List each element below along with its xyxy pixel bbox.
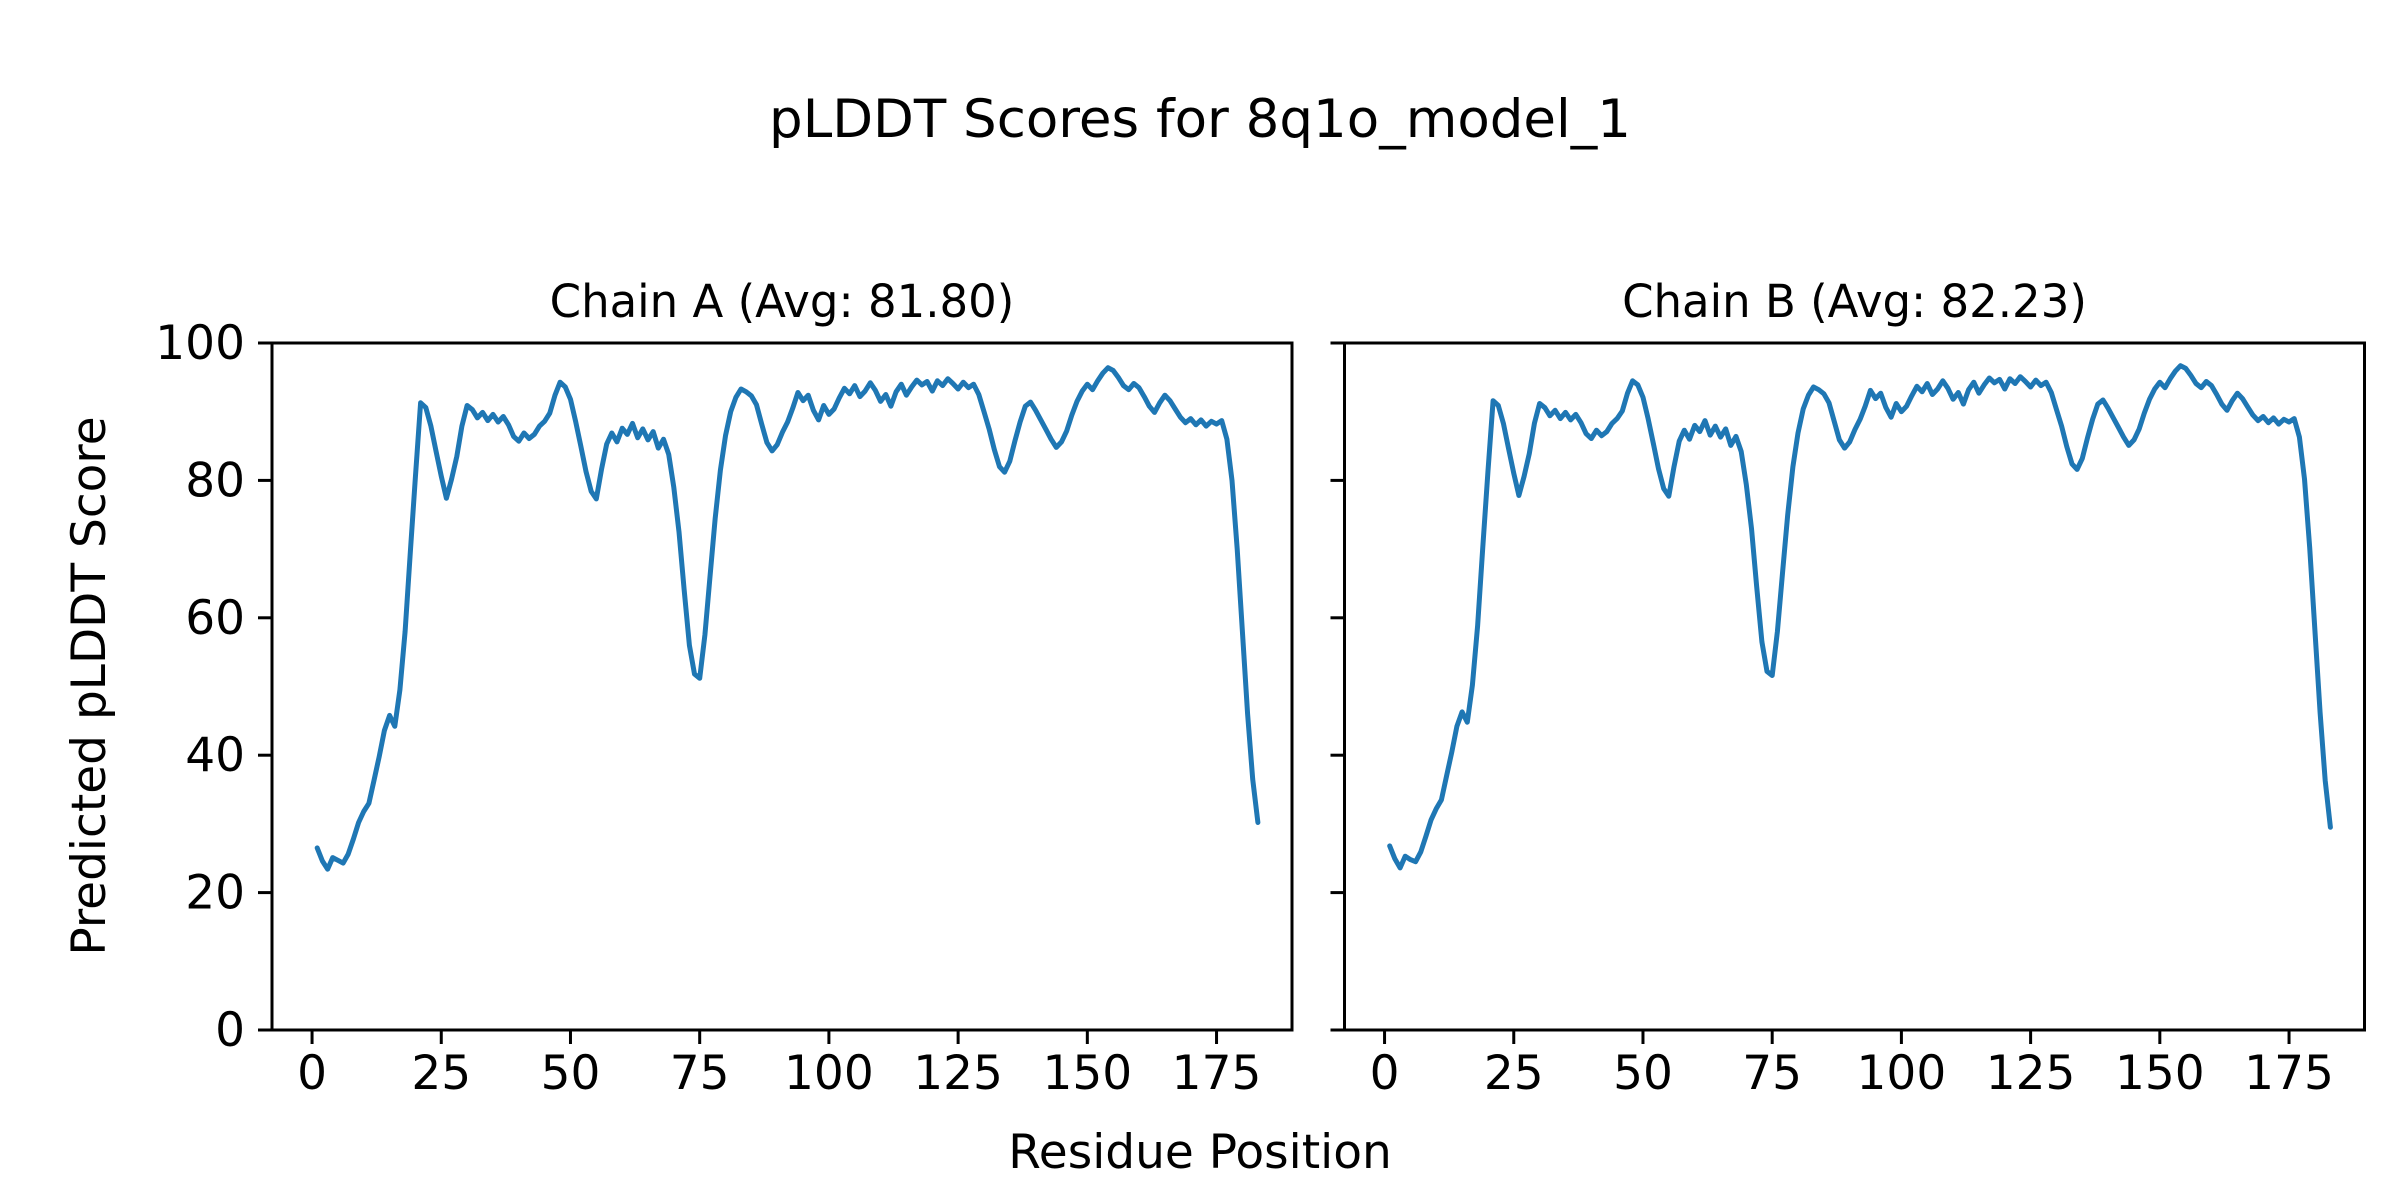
chain-a-x-tick-label: 150 [1042,1046,1132,1101]
chain-b-x-tick-label: 125 [1986,1046,2076,1101]
chain-b-subplot: Chain B (Avg: 82.23) 0 25 50 75 100 125 150 175 [1330,275,2366,1101]
chain-b-x-tick-label: 50 [1613,1046,1673,1101]
chain-a-title: Chain A (Avg: 81.80) [550,275,1015,328]
chain-a-x-tick-label: 0 [297,1046,327,1101]
chain-b-x-tick-label: 75 [1742,1046,1802,1101]
chain-b-x-tick-label: 100 [1857,1046,1947,1101]
chain-a-x-tick-label: 75 [670,1046,730,1101]
chain-a-y-tick-label: 0 [215,1003,245,1058]
chain-b-x-tick-label: 25 [1484,1046,1544,1101]
chain-a-subplot: Chain A (Avg: 81.80) 0 25 50 75 100 125 150 175… [155,275,1294,1101]
chain-a-x-tick-label: 50 [541,1046,601,1101]
chain-a-plddt-line [314,365,1261,872]
chain-a-x-tick-label: 25 [411,1046,471,1101]
chain-a-y-tick-label: 20 [185,866,245,921]
figure-title: pLDDT Scores for 8q1o_model_1 [769,89,1631,150]
chain-a-x-tick-label: 100 [784,1046,874,1101]
chain-a-x-tick-label: 175 [1172,1046,1262,1101]
chain-b-title: Chain B (Avg: 82.23) [1622,275,2087,328]
chain-a-y-tick-label: 40 [185,728,245,783]
chain-a-y-tick-label: 100 [155,316,245,371]
chain-a-y-tick-label: 80 [185,453,245,508]
chain-a-y-tick-label: 60 [185,591,245,646]
chain-b-x-tick-label: 175 [2244,1046,2334,1101]
chain-a-plot-border [270,341,1294,1032]
chain-b-plot-border [1343,341,2366,1032]
chain-a-x-tick-label: 125 [913,1046,1003,1101]
x-axis-label: Residue Position [1008,1125,1391,1180]
chain-b-x-tick-label: 150 [2115,1046,2205,1101]
y-axis-label: Predicted pLDDT Score [62,416,117,955]
chain-b-x-tick-label: 0 [1370,1046,1400,1101]
chain-b-plddt-line [1387,363,2333,871]
